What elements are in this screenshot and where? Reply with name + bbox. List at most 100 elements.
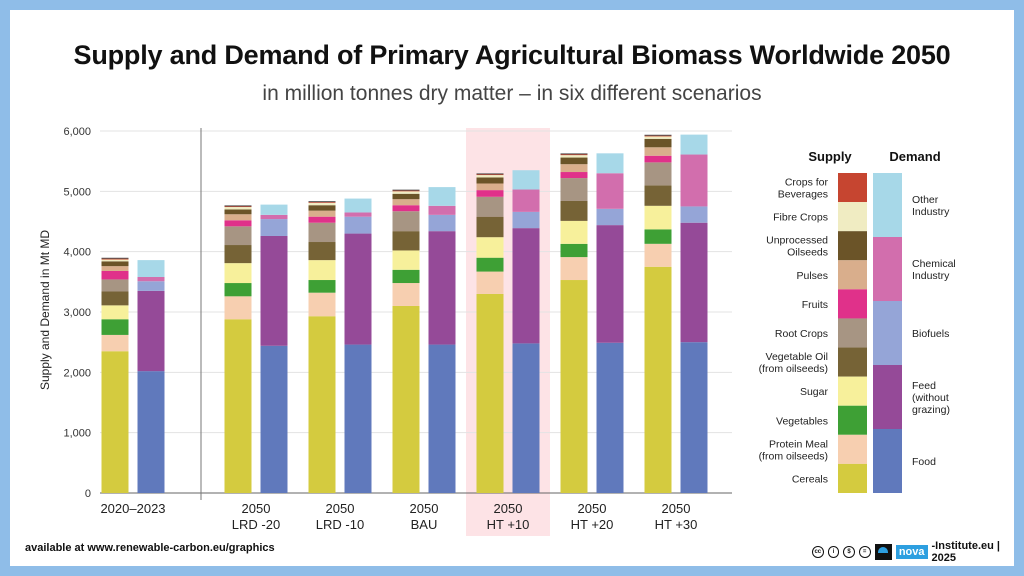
legend-supply-header: Supply xyxy=(808,149,852,164)
demand-segment xyxy=(512,211,540,229)
legend-supply-swatch xyxy=(838,231,867,261)
supply-segment xyxy=(560,178,588,201)
supply-segment xyxy=(224,245,252,264)
x-tick-label: 2050 xyxy=(242,501,271,516)
x-tick-label: LRD -20 xyxy=(232,517,280,532)
demand-segment xyxy=(344,344,372,493)
y-tick-label: 2,000 xyxy=(63,367,91,379)
supply-segment xyxy=(101,319,129,335)
y-tick-label: 4,000 xyxy=(63,247,91,259)
supply-segment xyxy=(392,305,420,493)
x-tick-label: LRD -10 xyxy=(316,517,364,532)
supply-segment xyxy=(101,279,129,292)
chart-subtitle: in million tonnes dry matter – in six di… xyxy=(262,82,762,105)
supply-segment xyxy=(476,216,504,238)
legend-demand-swatch xyxy=(873,237,902,301)
demand-segment xyxy=(596,173,624,209)
supply-segment xyxy=(644,229,672,244)
demand-segment xyxy=(137,260,165,278)
supply-segment xyxy=(392,191,420,194)
demand-segment xyxy=(428,344,456,493)
supply-segment xyxy=(392,283,420,306)
supply-segment xyxy=(560,164,588,173)
supply-segment xyxy=(392,190,420,192)
supply-segment xyxy=(644,138,672,148)
x-tick-label: HT +20 xyxy=(571,517,614,532)
y-tick-label: 0 xyxy=(85,488,91,500)
supply-segment xyxy=(308,292,336,317)
y-tick-label: 3,000 xyxy=(63,307,91,319)
demand-segment xyxy=(680,206,708,223)
legend-supply-label: Cereals xyxy=(792,473,828,485)
supply-segment xyxy=(308,210,336,217)
supply-segment xyxy=(308,316,336,493)
demand-segment xyxy=(344,216,372,234)
legend-supply-label: Unprocessed xyxy=(766,235,828,247)
supply-segment xyxy=(644,266,672,493)
legend-supply-label: (from oilseeds) xyxy=(759,450,828,462)
supply-segment xyxy=(308,222,336,243)
demand-segment xyxy=(512,189,540,212)
supply-segment xyxy=(224,205,252,208)
supply-segment xyxy=(560,155,588,158)
supply-segment xyxy=(392,231,420,251)
supply-segment xyxy=(308,280,336,293)
supply-segment xyxy=(224,207,252,210)
x-tick-label: 2050 xyxy=(662,501,691,516)
demand-segment xyxy=(260,214,288,220)
y-tick-label: 6,000 xyxy=(63,126,91,138)
demand-segment xyxy=(137,277,165,282)
legend-demand-header: Demand xyxy=(889,149,940,164)
supply-segment xyxy=(101,266,129,271)
source-note[interactable]: available at www.renewable-carbon.eu/gra… xyxy=(25,542,275,554)
demand-segment xyxy=(344,212,372,217)
legend-supply-label: Vegetable Oil xyxy=(766,351,828,363)
demand-segment xyxy=(344,233,372,345)
supply-segment xyxy=(308,201,336,203)
supply-segment xyxy=(101,259,129,262)
supply-segment xyxy=(560,280,588,493)
legend-supply-label: (from oilseeds) xyxy=(759,363,828,375)
x-tick-label: HT +30 xyxy=(655,517,698,532)
legend-demand-label: Feed xyxy=(912,380,936,392)
demand-segment xyxy=(428,187,456,206)
nd-icon: = xyxy=(858,546,871,558)
supply-segment xyxy=(560,153,588,156)
supply-segment xyxy=(308,260,336,281)
supply-segment xyxy=(224,296,252,320)
legend-supply-swatch xyxy=(838,463,867,493)
legend-supply-label: Beverages xyxy=(778,189,828,201)
demand-segment xyxy=(596,153,624,174)
supply-segment xyxy=(560,172,588,179)
legend-supply-label: Root Crops xyxy=(775,328,828,340)
legend-supply-label: Fruits xyxy=(802,299,828,311)
supply-segment xyxy=(644,155,672,163)
supply-segment xyxy=(392,211,420,232)
nova-logo-icon xyxy=(874,544,892,560)
demand-segment xyxy=(344,198,372,213)
legend-demand-label: Industry xyxy=(912,270,950,282)
supply-segment xyxy=(308,205,336,211)
supply-segment xyxy=(308,216,336,223)
demand-segment xyxy=(260,345,288,493)
supply-segment xyxy=(560,220,588,244)
demand-segment xyxy=(680,154,708,207)
supply-segment xyxy=(392,269,420,284)
supply-segment xyxy=(644,205,672,230)
legend-demand-label: grazing) xyxy=(912,404,950,416)
legend-supply-label: Crops for xyxy=(785,177,829,189)
supply-segment xyxy=(476,183,504,191)
demand-segment xyxy=(512,170,540,190)
cc-icon: cc xyxy=(812,546,824,558)
legend-supply-label: Protein Meal xyxy=(769,438,828,450)
demand-segment xyxy=(260,204,288,215)
y-axis-label: Supply and Demand in Mt MD xyxy=(38,230,52,390)
supply-segment xyxy=(392,199,420,206)
supply-segment xyxy=(101,334,129,352)
x-tick-label: 2020–2023 xyxy=(100,501,165,516)
legend-demand-label: Chemical xyxy=(912,258,956,270)
legend-demand-label: Biofuels xyxy=(912,328,949,340)
supply-segment xyxy=(476,190,504,197)
supply-segment xyxy=(476,175,504,178)
